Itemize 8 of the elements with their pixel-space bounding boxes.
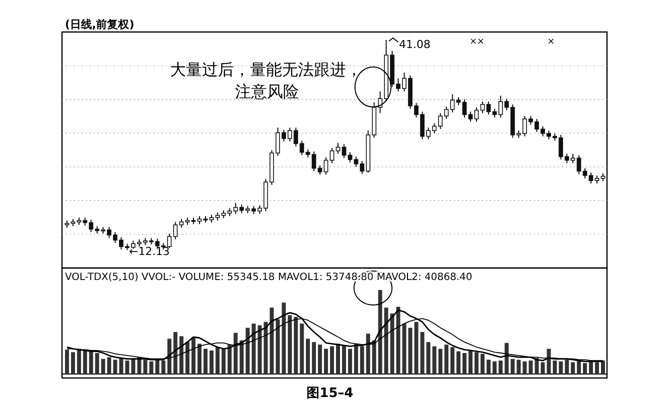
- annotation: ××: [469, 37, 485, 47]
- annotation: 大量过后，量能无法跟进，: [170, 60, 362, 79]
- annotation: 41.08: [399, 38, 430, 51]
- chart-title: (日线,前复权): [65, 18, 134, 31]
- caption: 图15–4: [306, 386, 354, 401]
- annotation: ×: [547, 37, 555, 47]
- annotation: 注意风险: [235, 82, 299, 101]
- annotation: ←12.13: [129, 245, 170, 258]
